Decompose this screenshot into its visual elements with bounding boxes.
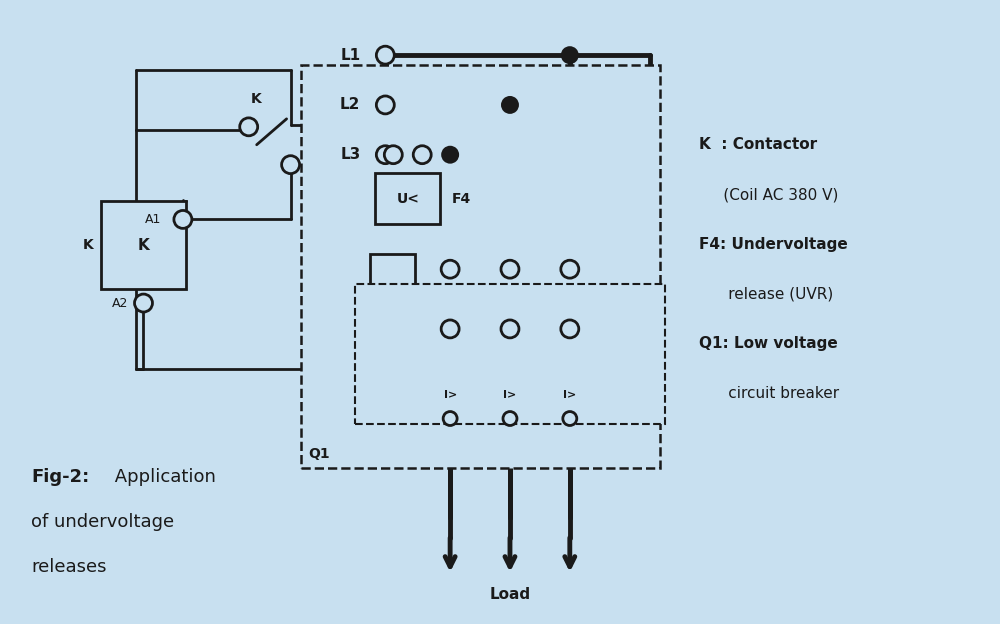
Bar (424, 354, 476, 409)
Bar (375, 173, 440, 225)
Text: release (UVR): release (UVR) (699, 286, 834, 301)
Circle shape (501, 320, 519, 338)
Bar (355, 284, 665, 424)
Circle shape (563, 412, 577, 426)
Text: Q1: Low voltage: Q1: Low voltage (699, 336, 838, 351)
Text: K  : Contactor: K : Contactor (699, 137, 818, 152)
Text: K: K (138, 238, 149, 253)
Circle shape (441, 260, 459, 278)
Text: I>: I> (563, 390, 576, 400)
Text: circuit breaker: circuit breaker (699, 386, 840, 401)
Circle shape (443, 412, 457, 426)
Text: I>: I> (444, 390, 457, 400)
Text: Application: Application (109, 468, 216, 486)
Text: A1: A1 (145, 213, 161, 226)
Circle shape (174, 210, 192, 228)
Text: (Coil AC 380 V): (Coil AC 380 V) (699, 187, 839, 202)
Text: releases: releases (31, 558, 107, 576)
Text: U<: U< (396, 192, 419, 205)
Text: K: K (82, 238, 93, 252)
Text: Fig-2:: Fig-2: (31, 468, 90, 486)
Text: L3: L3 (340, 147, 360, 162)
Text: Q1: Q1 (309, 447, 330, 461)
Text: K: K (250, 92, 261, 106)
Circle shape (561, 320, 579, 338)
Bar (370, 254, 415, 296)
Circle shape (384, 146, 402, 163)
Circle shape (135, 294, 152, 312)
Text: F4: Undervoltage: F4: Undervoltage (699, 236, 848, 252)
Text: F4: F4 (452, 192, 471, 205)
Text: Load: Load (489, 587, 531, 602)
Text: L1: L1 (340, 47, 360, 62)
Bar (301, 65, 660, 468)
Circle shape (240, 118, 258, 136)
Circle shape (413, 146, 431, 163)
Circle shape (503, 412, 517, 426)
Circle shape (561, 46, 579, 64)
Text: I>: I> (503, 390, 517, 400)
Circle shape (501, 260, 519, 278)
Bar (101, 202, 186, 289)
Bar (484, 354, 536, 409)
Circle shape (376, 146, 394, 163)
Circle shape (376, 96, 394, 114)
Circle shape (561, 260, 579, 278)
Circle shape (282, 156, 300, 173)
Text: of undervoltage: of undervoltage (31, 513, 174, 531)
Text: L2: L2 (340, 97, 360, 112)
Circle shape (441, 146, 459, 163)
Circle shape (501, 96, 519, 114)
Circle shape (376, 46, 394, 64)
Circle shape (441, 320, 459, 338)
Text: A2: A2 (112, 296, 129, 310)
Bar (544, 354, 596, 409)
